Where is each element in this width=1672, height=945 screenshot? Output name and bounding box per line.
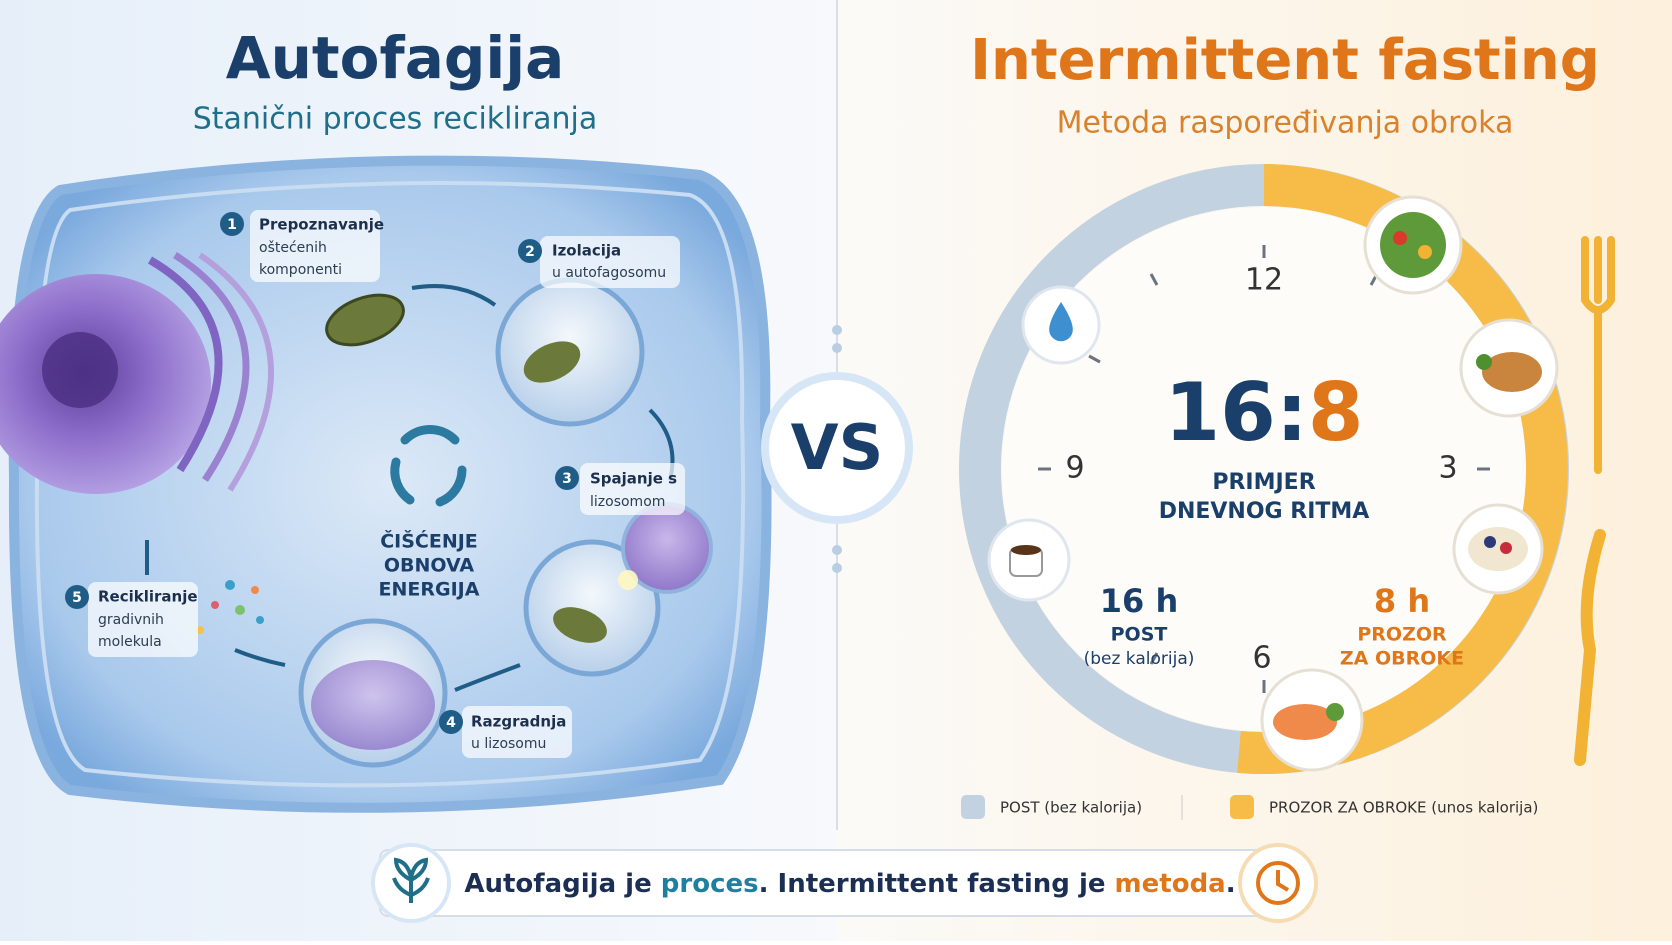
step-text: gradivnih (98, 612, 164, 628)
step-number: 1 (227, 217, 237, 233)
fast-duration: 16 h (1100, 582, 1178, 620)
step-text: molekula (98, 634, 162, 650)
caption: PRIMJER (1212, 470, 1315, 495)
step-text: u autofagosomu (552, 265, 666, 281)
clock-hour: 3 (1438, 451, 1457, 486)
ratio-separator: : (1276, 366, 1308, 459)
legend-swatch (1230, 795, 1254, 819)
left-subtitle: Stanični proces recikliranja (193, 102, 598, 137)
footer-text: Autofagija je proces. Intermittent fasti… (464, 869, 1235, 899)
eat-duration: 8 h (1374, 582, 1430, 620)
footer-clock-hands (1276, 870, 1290, 892)
ratio: 16:8 (1165, 366, 1364, 459)
step-text: u lizosomu (471, 736, 546, 752)
eat-note: ZA OBROKE (1340, 648, 1464, 670)
footer-part: Intermittent fasting je (778, 869, 1115, 899)
food-icons (987, 195, 1615, 772)
footer-part: . (759, 869, 778, 899)
step-title: Prepoznavanje (259, 216, 384, 234)
cycle-text: ENERGIJA (379, 579, 480, 601)
step-number: 3 (562, 471, 572, 487)
cycle-text: ČIŠĆENJE (380, 529, 478, 553)
vs-text: VS (791, 411, 884, 484)
clock-hour: 9 (1065, 451, 1084, 486)
dot (832, 545, 842, 555)
clock-hour: 12 (1245, 263, 1283, 298)
dot (832, 563, 842, 573)
dot (832, 325, 842, 335)
step-text: lizosomom (590, 494, 665, 510)
footer-clock (1256, 861, 1300, 905)
legend-text: PROZOR ZA OBROKE (unos kalorija) (1269, 799, 1538, 817)
clock-hour: 6 (1252, 641, 1271, 676)
legend-swatch (961, 795, 985, 819)
legend-text: POST (bez kalorija) (1000, 799, 1142, 817)
eat-label: PROZOR (1357, 624, 1447, 646)
footer-part: Autofagija je (464, 869, 660, 899)
step-title: Recikliranje (98, 588, 198, 606)
ratio-eat: 8 (1308, 366, 1364, 459)
ratio-fast: 16 (1165, 366, 1276, 459)
right-subtitle: Metoda raspoređivanja obroka (1057, 106, 1514, 141)
dot (832, 343, 842, 353)
fast-note: (bez kalorija) (1084, 649, 1195, 669)
step-number: 4 (446, 715, 456, 731)
step-text: oštećenih (259, 240, 327, 256)
footer-part: . (1226, 869, 1236, 899)
cycle-text: OBNOVA (384, 555, 475, 577)
vs-circle (761, 372, 913, 524)
left-title: Autofagija (226, 24, 565, 92)
footer-leaf (392, 857, 430, 903)
caption: DNEVNOG RITMA (1159, 499, 1370, 524)
fast-label: POST (1111, 624, 1168, 646)
footer-highlight: proces (661, 869, 759, 899)
step-number: 5 (72, 590, 82, 606)
cell-illustration (0, 155, 772, 813)
steps: 1 Prepoznavanje oštećenih komponenti 2 I… (65, 210, 685, 758)
step-number: 2 (525, 244, 535, 260)
right-title: Intermittent fasting (970, 28, 1600, 93)
step-title: Razgradnja (471, 713, 566, 731)
clock (959, 164, 1569, 774)
step-title: Izolacija (552, 242, 621, 260)
step-title: Spajanje s (590, 470, 677, 488)
footer-highlight: metoda (1115, 869, 1226, 899)
step-text: komponenti (259, 262, 342, 278)
